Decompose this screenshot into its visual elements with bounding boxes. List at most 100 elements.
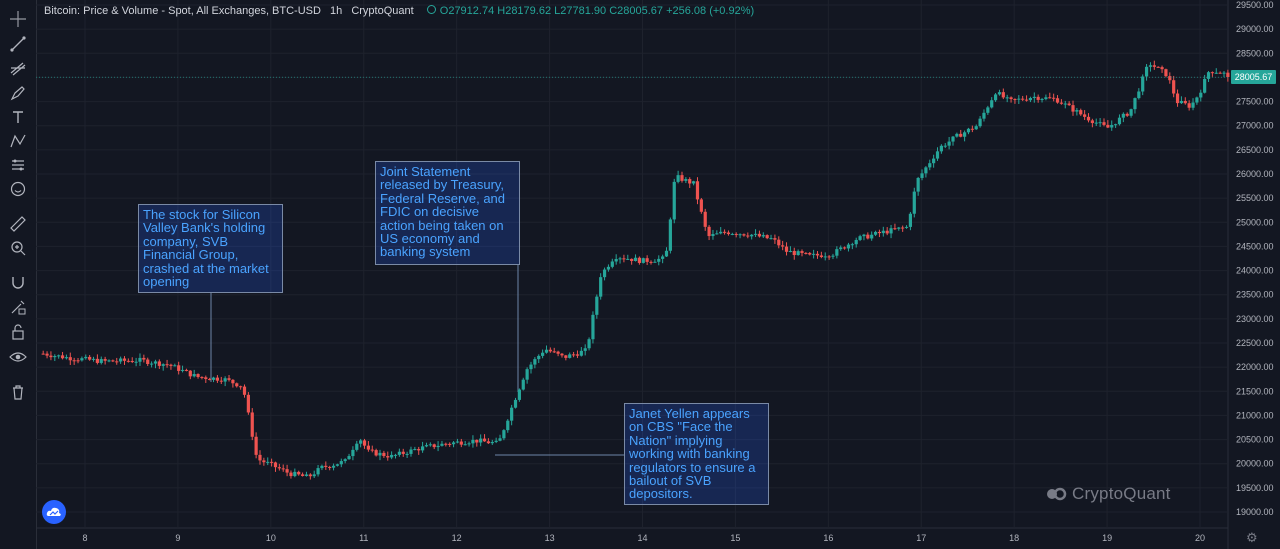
- candle-body: [1083, 114, 1087, 117]
- trash-icon[interactable]: [6, 381, 30, 403]
- candle-body: [750, 234, 754, 237]
- candle-body: [719, 231, 723, 234]
- candle-body: [208, 379, 212, 381]
- candle-body: [997, 92, 1002, 95]
- candle-body: [1137, 91, 1141, 99]
- candle-body: [60, 355, 65, 359]
- candle-body: [742, 234, 746, 236]
- candle-body: [1214, 72, 1218, 74]
- candle-body: [273, 462, 278, 468]
- trend-line-icon[interactable]: [6, 33, 30, 55]
- candle-body: [293, 471, 297, 477]
- emoji-icon[interactable]: [6, 178, 30, 200]
- candle-body: [335, 464, 340, 466]
- candle-body: [277, 467, 281, 469]
- candle-body: [924, 167, 928, 174]
- candle-body: [475, 439, 479, 443]
- candle-body: [436, 445, 440, 448]
- ruler-icon[interactable]: [6, 213, 30, 235]
- zoom-icon[interactable]: [6, 237, 30, 259]
- candle-body: [1179, 100, 1184, 104]
- candle-body: [548, 349, 552, 352]
- candle-body: [1187, 103, 1191, 108]
- candle-body: [757, 233, 762, 237]
- candle-body: [541, 352, 545, 356]
- forecast-icon[interactable]: [6, 154, 30, 176]
- candle-body: [606, 266, 611, 270]
- candle-body: [680, 175, 684, 181]
- y-tick-label: 29000.00: [1236, 24, 1274, 34]
- candle-body: [699, 199, 703, 212]
- candle-body: [1199, 92, 1203, 98]
- candle-body: [839, 247, 843, 250]
- candle-body: [1028, 98, 1033, 101]
- candle-body: [955, 133, 959, 137]
- candle-body: [928, 163, 932, 168]
- candle-body: [622, 258, 626, 260]
- candle-body: [916, 177, 920, 192]
- brush-icon[interactable]: [6, 82, 30, 104]
- candle-body: [777, 239, 781, 246]
- candle-body: [339, 461, 343, 465]
- watermark: CryptoQuant: [1046, 484, 1171, 504]
- candle-body: [591, 314, 595, 340]
- candle-body: [103, 359, 107, 361]
- annotation-joint-statement[interactable]: Joint Statement released by Treasury, Fe…: [375, 161, 520, 265]
- candle-body: [1160, 67, 1164, 70]
- candle-body: [738, 234, 742, 236]
- candle-body: [858, 236, 862, 240]
- lock-drawing-icon[interactable]: [6, 296, 30, 318]
- candle-body: [1203, 78, 1207, 93]
- y-tick-label: 28500.00: [1236, 48, 1274, 58]
- chart-interval[interactable]: 1h: [330, 5, 343, 17]
- candle-body: [873, 231, 878, 235]
- candle-body: [258, 454, 262, 461]
- candle-body: [510, 407, 514, 421]
- x-tick-label: 8: [82, 533, 87, 543]
- candle-body: [842, 247, 847, 249]
- cloud-logo-icon[interactable]: [42, 500, 66, 524]
- candle-body: [1117, 117, 1122, 125]
- text-icon[interactable]: [6, 106, 30, 128]
- pattern-icon[interactable]: [6, 130, 30, 152]
- y-tick-label: 19500.00: [1236, 483, 1274, 493]
- candle-body: [788, 250, 792, 252]
- watermark-text: CryptoQuant: [1072, 484, 1171, 503]
- pitchfork-icon[interactable]: [6, 57, 30, 79]
- candle-body: [428, 444, 432, 446]
- x-tick-label: 10: [266, 533, 276, 543]
- y-tick-label: 20000.00: [1236, 459, 1274, 469]
- candle-body: [544, 349, 549, 353]
- candle-body: [463, 444, 467, 446]
- candle-body: [440, 443, 444, 446]
- candle-body: [881, 230, 885, 234]
- candle-body: [688, 179, 692, 184]
- chart-header: Bitcoin: Price & Volume - Spot, All Exch…: [44, 5, 754, 17]
- candle-body: [966, 128, 971, 133]
- annotation-yellen[interactable]: Janet Yellen appears on CBS "Face the Na…: [624, 403, 769, 505]
- candle-body: [444, 443, 448, 445]
- settings-gear-icon[interactable]: ⚙: [1246, 530, 1258, 545]
- candle-body: [641, 258, 645, 263]
- candle-body: [1222, 72, 1226, 74]
- candle-body: [885, 230, 889, 234]
- candle-body: [1071, 105, 1075, 112]
- annotation-svb-crash[interactable]: The stock for Silicon Valley Bank's hold…: [138, 204, 283, 293]
- magnet-icon[interactable]: [6, 271, 30, 293]
- candle-body: [703, 211, 707, 227]
- candle-body: [180, 369, 185, 371]
- candle-body: [525, 369, 529, 380]
- candle-body: [796, 251, 800, 256]
- candle-body: [1152, 65, 1156, 67]
- candle-body: [401, 451, 405, 454]
- candle-body: [672, 181, 676, 220]
- candle-body: [479, 438, 483, 443]
- candle-body: [695, 181, 700, 200]
- crosshair-icon[interactable]: [6, 8, 30, 30]
- lock-icon[interactable]: [6, 321, 30, 343]
- candle-body: [486, 441, 491, 444]
- candle-body: [451, 442, 456, 445]
- candle-body: [374, 450, 378, 456]
- candle-body: [130, 360, 134, 363]
- eye-icon[interactable]: [6, 346, 30, 368]
